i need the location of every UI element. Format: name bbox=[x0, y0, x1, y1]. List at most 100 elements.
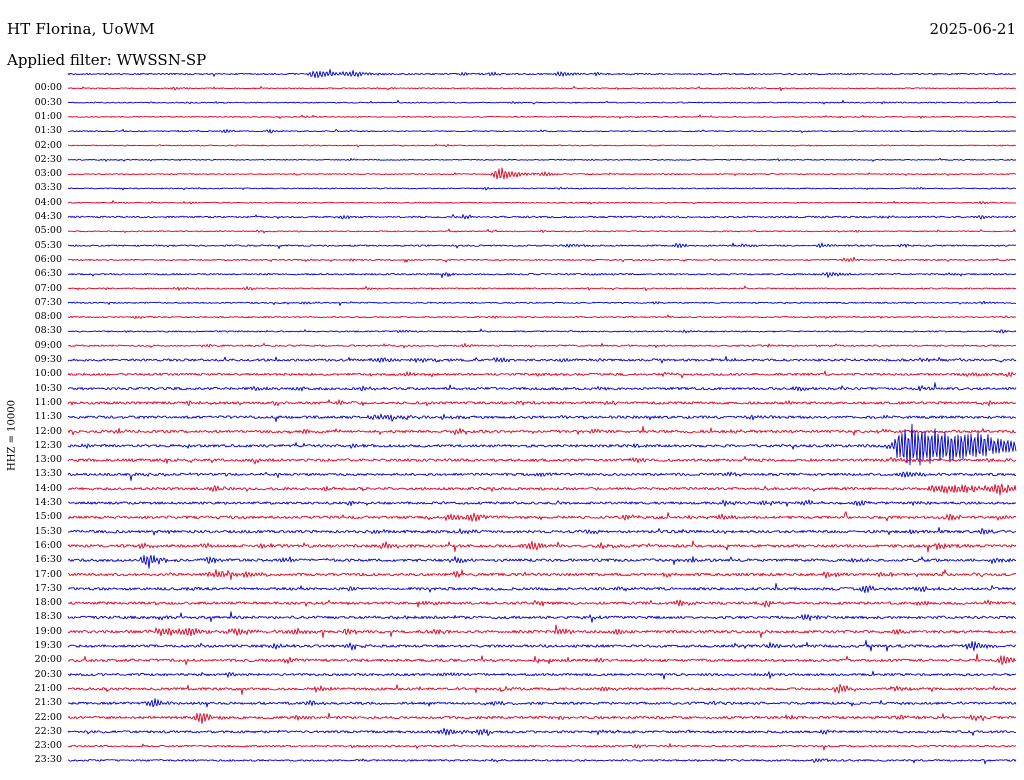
trace-row-0700 bbox=[67, 285, 1017, 292]
time-label: 22:00 bbox=[34, 711, 62, 723]
time-label: 04:00 bbox=[34, 196, 62, 208]
trace-row-0330 bbox=[68, 186, 1016, 191]
trace-row-1330 bbox=[67, 471, 1017, 481]
trace-row-0000 bbox=[67, 85, 1016, 92]
trace-row-2230 bbox=[67, 727, 1017, 736]
trace-row-1230 bbox=[67, 423, 1017, 466]
trace-row-0530 bbox=[67, 242, 1017, 250]
trace-row-1930 bbox=[67, 639, 1017, 652]
trace-row-1200 bbox=[67, 426, 1016, 436]
time-label: 13:30 bbox=[34, 468, 62, 480]
time-label: 09:30 bbox=[34, 354, 62, 365]
trace-row-1500 bbox=[67, 511, 1017, 522]
time-label: 10:00 bbox=[34, 368, 62, 380]
trace-row-2330 bbox=[67, 758, 1017, 765]
time-label: 20:00 bbox=[34, 654, 62, 666]
time-label: 19:00 bbox=[34, 625, 62, 637]
trace-row-1130 bbox=[68, 413, 1016, 423]
trace-row-0500 bbox=[67, 228, 1017, 234]
trace-row-1530 bbox=[67, 527, 1017, 536]
trace-row-1830 bbox=[67, 611, 1017, 623]
time-label: 10:30 bbox=[34, 382, 62, 394]
time-label: 05:30 bbox=[34, 239, 62, 251]
time-label: 03:30 bbox=[34, 182, 62, 194]
time-label: 02:00 bbox=[34, 139, 62, 151]
time-label: 00:00 bbox=[34, 82, 62, 94]
time-label: 08:00 bbox=[34, 311, 62, 323]
trace-row-0930 bbox=[67, 355, 1017, 364]
time-label: 13:00 bbox=[34, 454, 62, 466]
time-label: 06:30 bbox=[34, 268, 62, 280]
trace-row-0030 bbox=[67, 99, 1017, 105]
trace-row-0900 bbox=[68, 342, 1017, 349]
trace-row-2130 bbox=[67, 698, 1017, 708]
time-label: 02:30 bbox=[34, 153, 62, 165]
time-label: 06:00 bbox=[34, 253, 62, 265]
trace-row-1000 bbox=[67, 370, 1017, 379]
trace-row-2100 bbox=[67, 683, 1017, 695]
time-label: 17:30 bbox=[34, 582, 62, 594]
time-label: 23:30 bbox=[34, 754, 62, 766]
time-label: 22:30 bbox=[34, 725, 62, 737]
time-label: 21:00 bbox=[34, 682, 62, 694]
time-label: 12:30 bbox=[34, 439, 62, 451]
trace-row-2300 bbox=[67, 743, 1017, 751]
trace-row-2000 bbox=[67, 653, 1017, 666]
time-label: 00:30 bbox=[34, 96, 62, 108]
time-label: 19:30 bbox=[34, 640, 62, 651]
trace-row-1100 bbox=[67, 399, 1017, 407]
time-label: 11:30 bbox=[34, 411, 62, 423]
time-label: 15:30 bbox=[34, 525, 62, 537]
time-label: 03:00 bbox=[34, 168, 62, 180]
trace-row-1400 bbox=[67, 483, 1017, 496]
trace-row-1900 bbox=[67, 624, 1017, 639]
time-label: 12:00 bbox=[34, 425, 62, 437]
applied-filter-label: Applied filter: WWSSN-SP bbox=[7, 51, 207, 69]
trace-row-1030 bbox=[67, 382, 1017, 392]
time-label: 15:00 bbox=[34, 511, 62, 523]
trace-row-0130 bbox=[67, 128, 1017, 134]
trace-row-lead bbox=[67, 68, 1017, 79]
time-label: 16:00 bbox=[34, 539, 62, 551]
time-label: 14:30 bbox=[34, 497, 62, 508]
trace-row-0100 bbox=[67, 114, 1017, 119]
time-label: 20:30 bbox=[34, 668, 62, 680]
trace-row-0430 bbox=[67, 214, 1017, 220]
station-title: HT Florina, UoWM bbox=[7, 20, 155, 38]
trace-row-0630 bbox=[67, 271, 1017, 279]
time-label: 17:00 bbox=[34, 568, 62, 580]
trace-row-0730 bbox=[67, 300, 1017, 306]
time-label: 11:00 bbox=[34, 396, 62, 408]
trace-row-0600 bbox=[67, 256, 1017, 263]
trace-row-0800 bbox=[67, 314, 1017, 319]
trace-row-1700 bbox=[67, 569, 1017, 581]
time-label: 01:00 bbox=[34, 110, 62, 122]
trace-row-1600 bbox=[67, 540, 1017, 553]
trace-row-1800 bbox=[67, 599, 1017, 608]
time-label: 05:00 bbox=[34, 225, 62, 237]
trace-row-2030 bbox=[67, 670, 1017, 680]
trace-row-1300 bbox=[67, 456, 1017, 465]
time-label: 23:00 bbox=[34, 740, 62, 752]
time-label: 08:30 bbox=[34, 325, 62, 337]
time-label: 01:30 bbox=[34, 125, 62, 137]
trace-row-0830 bbox=[67, 328, 1017, 334]
trace-row-0230 bbox=[67, 157, 1017, 162]
time-label: 16:30 bbox=[34, 554, 62, 566]
time-label: 14:00 bbox=[34, 482, 62, 494]
trace-row-2200 bbox=[67, 712, 1017, 725]
trace-row-1730 bbox=[67, 583, 1017, 594]
time-label: 04:30 bbox=[34, 211, 62, 222]
time-label: 21:30 bbox=[34, 697, 62, 709]
trace-row-0300 bbox=[67, 167, 1016, 180]
trace-row-1630 bbox=[67, 554, 1017, 569]
time-label: 07:30 bbox=[34, 296, 62, 308]
trace-row-1430 bbox=[67, 499, 1017, 507]
time-label: 18:30 bbox=[34, 611, 62, 623]
trace-row-0400 bbox=[67, 200, 1017, 205]
time-label: 18:00 bbox=[34, 597, 62, 609]
time-label-column: 00:00 00:30 01:00 01:30 02:00 02:30 03:00 03:30… bbox=[0, 0, 64, 780]
time-label: 09:00 bbox=[34, 339, 62, 351]
